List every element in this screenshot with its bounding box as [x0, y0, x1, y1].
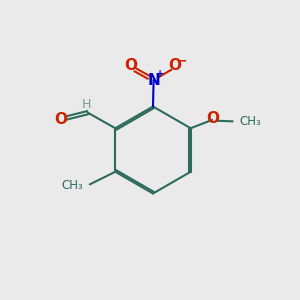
Text: CH₃: CH₃: [240, 115, 262, 128]
Text: +: +: [155, 69, 164, 79]
Text: H: H: [82, 98, 91, 111]
Text: O: O: [124, 58, 138, 74]
Text: CH₃: CH₃: [61, 179, 83, 192]
Text: N: N: [147, 73, 160, 88]
Text: −: −: [176, 54, 187, 68]
Text: O: O: [206, 111, 219, 126]
Text: O: O: [54, 112, 67, 127]
Text: O: O: [169, 58, 182, 74]
